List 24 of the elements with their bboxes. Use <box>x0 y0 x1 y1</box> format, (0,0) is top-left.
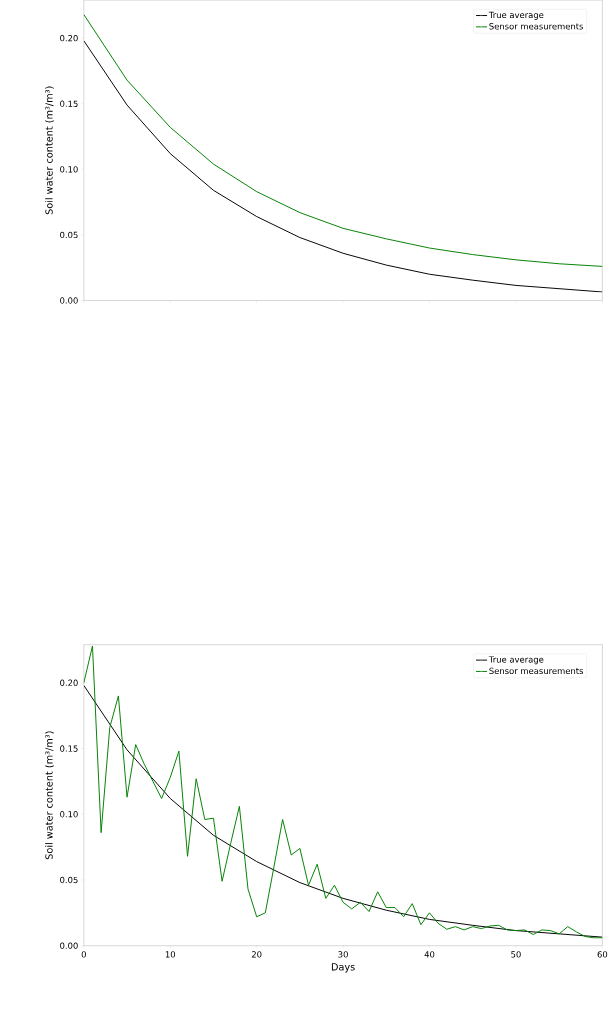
y-tick-label: 0.10 <box>60 811 78 818</box>
x-tick-label: 30 <box>338 951 349 958</box>
x-tick-label: 60 <box>597 951 608 958</box>
y-tick-label: 0.10 <box>60 166 78 173</box>
x-tick-label: 20 <box>252 951 262 958</box>
y-axis-title: Soil water content (m³/m³) <box>45 731 55 860</box>
legend-label: Sensor measurements <box>489 667 584 675</box>
y-tick-label: 0.00 <box>60 297 78 304</box>
y-tick-label: 0.05 <box>60 876 78 884</box>
x-tick-label: 10 <box>166 951 176 958</box>
x-tick-label: 40 <box>424 951 435 958</box>
y-tick-label: 0.20 <box>60 679 78 686</box>
y-tick-label: 0.05 <box>60 231 78 239</box>
x-tick-label: 0 <box>81 951 87 958</box>
y-tick-label: 0.15 <box>60 745 78 752</box>
y-tick-label: 0.00 <box>60 942 78 949</box>
x-axis-title: Days <box>332 963 355 973</box>
legend-label: True average <box>489 11 544 20</box>
y-tick-label: 0.15 <box>60 100 78 107</box>
legend-label: True average <box>489 656 544 665</box>
legend-label: Sensor measurements <box>489 23 584 30</box>
x-tick-label: 50 <box>511 951 521 958</box>
y-axis-title: Soil water content (m³/m³) <box>45 86 55 215</box>
y-tick-label: 0.20 <box>60 34 78 42</box>
